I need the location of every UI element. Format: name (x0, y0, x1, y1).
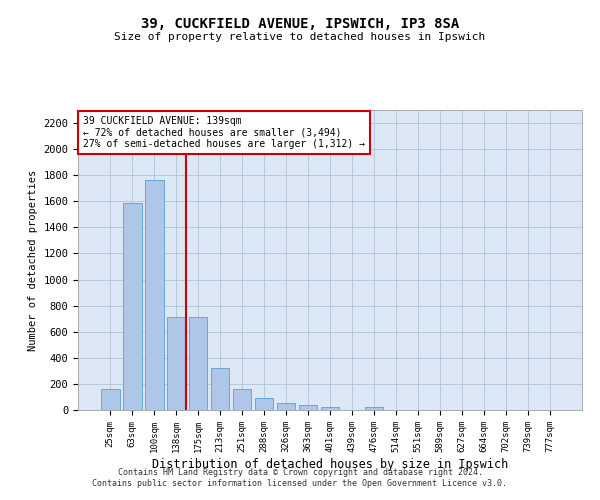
Bar (189, 318, 208, 410)
Text: 39, CUCKFIELD AVENUE, IPSWICH, IP3 8SA: 39, CUCKFIELD AVENUE, IPSWICH, IP3 8SA (141, 18, 459, 32)
Bar (167, 318, 185, 410)
Text: Contains HM Land Registry data © Crown copyright and database right 2024.
Contai: Contains HM Land Registry data © Crown c… (92, 468, 508, 487)
Text: 39 CUCKFIELD AVENUE: 139sqm
← 72% of detached houses are smaller (3,494)
27% of : 39 CUCKFIELD AVENUE: 139sqm ← 72% of det… (83, 116, 365, 149)
Bar (255, 398, 274, 410)
Y-axis label: Number of detached properties: Number of detached properties (28, 170, 38, 350)
Bar (123, 202, 142, 410)
Bar (233, 389, 251, 410)
Bar (320, 406, 340, 410)
X-axis label: Distribution of detached houses by size in Ipswich: Distribution of detached houses by size … (152, 458, 508, 470)
Text: Size of property relative to detached houses in Ipswich: Size of property relative to detached ho… (115, 32, 485, 42)
Bar (145, 180, 164, 410)
Bar (277, 403, 295, 410)
Bar (299, 405, 317, 410)
Bar (365, 408, 383, 410)
Bar (211, 368, 229, 410)
Bar (101, 389, 119, 410)
